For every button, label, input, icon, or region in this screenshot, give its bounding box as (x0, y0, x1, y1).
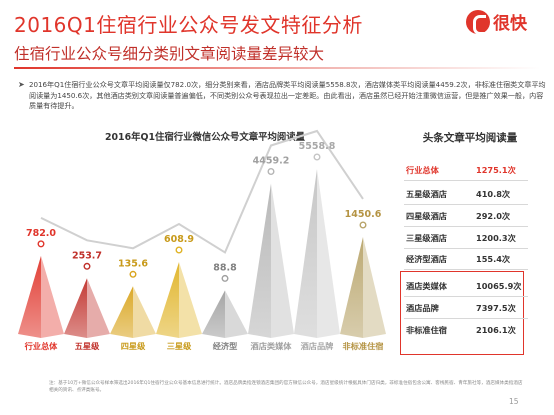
page-number: 15 (509, 397, 519, 406)
category-label: 非标准住宿 (343, 341, 384, 351)
row-divider (404, 248, 528, 249)
row-name: 酒店品牌 (406, 303, 439, 313)
bar-shade-酒店类媒体 (271, 183, 294, 338)
bar-酒店品牌 (294, 168, 317, 338)
bar-经济型 (202, 290, 225, 338)
category-label: 酒店类媒体 (251, 341, 293, 351)
chart-title: 2016年Q1住宿行业微信公众号文章平均阅读量 (105, 132, 305, 143)
brand-logo-icon (466, 9, 490, 35)
value-label: 608.9 (164, 234, 194, 245)
peak-marker (37, 240, 45, 248)
row-divider (404, 318, 528, 319)
footnote: 注：基于10万+微信公众号样本筛选出2016年Q1住宿行业公众号基本信息进行统计… (49, 381, 523, 393)
value-label: 782.0 (26, 228, 56, 239)
bar-shade-经济型 (225, 290, 248, 338)
bar-非标准住宿 (340, 236, 363, 338)
category-label: 五星级 (75, 341, 100, 351)
row-value: 7397.5次 (476, 303, 516, 313)
table-title: 头条文章平均阅读量 (422, 132, 518, 144)
row-value: 10065.9次 (476, 281, 522, 291)
bar-shade-五星级 (87, 278, 110, 338)
peak-marker (267, 167, 275, 175)
value-label: 1450.6 (345, 209, 382, 220)
row-value: 155.4次 (476, 254, 511, 264)
brand-logo: 很快 (466, 9, 527, 35)
row-name: 五星级酒店 (406, 189, 447, 199)
table-row: 三星级酒店 1200.3次 (406, 228, 524, 248)
peak-marker (129, 270, 137, 278)
peak-marker (359, 221, 367, 229)
row-value: 1275.1次 (476, 165, 516, 175)
row-divider (404, 180, 528, 181)
title-divider (14, 67, 540, 69)
table-row: 酒店类媒体 10065.9次 (406, 276, 524, 296)
category-label: 三星级 (167, 341, 192, 351)
table-row: 经济型酒店 155.4次 (406, 249, 524, 269)
bar-shade-酒店品牌 (317, 168, 340, 338)
row-name: 三星级酒店 (406, 233, 447, 243)
bar-shade-四星级 (133, 286, 156, 338)
peak-marker (175, 246, 183, 254)
category-label: 四星级 (121, 341, 146, 351)
bar-行业总体 (18, 255, 41, 338)
table-row: 酒店品牌 7397.5次 (406, 298, 524, 318)
bar-五星级 (64, 278, 87, 338)
row-divider (404, 269, 528, 270)
peak-marker (313, 153, 321, 161)
row-name: 四星级酒店 (406, 211, 447, 221)
summary-text: 2016年Q1住宿行业公众号文章平均阅读量仅782.0次，细分类别来看，酒店品牌… (29, 80, 546, 111)
value-label: 253.7 (72, 250, 102, 261)
table-row: 五星级酒店 410.8次 (406, 184, 524, 204)
row-name: 行业总体 (406, 165, 439, 175)
category-label: 行业总体 (24, 341, 59, 351)
table-row: 非标准住宿 2106.1次 (406, 320, 524, 340)
brand-name: 很快 (493, 14, 527, 34)
summary-paragraph: ➤ 2016年Q1住宿行业公众号文章平均阅读量仅782.0次，细分类别来看，酒店… (18, 80, 546, 112)
row-value: 410.8次 (476, 189, 511, 199)
bar-三星级 (156, 261, 179, 338)
row-name: 经济型酒店 (406, 254, 447, 264)
table-highlight-box (400, 271, 524, 355)
row-value: 1200.3次 (476, 233, 516, 243)
trend-arrow-icon (40, 129, 364, 254)
value-label: 88.8 (213, 262, 237, 273)
arrow-bullet-icon: ➤ (18, 80, 25, 89)
bar-shade-三星级 (179, 261, 202, 338)
bar-酒店类媒体 (248, 183, 271, 338)
row-divider (404, 296, 528, 297)
value-label: 135.6 (118, 258, 148, 269)
peak-marker (221, 274, 229, 282)
category-label: 酒店品牌 (301, 341, 334, 351)
bar-四星级 (110, 286, 133, 338)
slide-subtitle: 住宿行业公众号细分类别文章阅读量差异较大 (14, 45, 325, 63)
slide-title: 2016Q1住宿行业公众号发文特征分析 (14, 13, 363, 37)
chart-area: 2016年Q1住宿行业微信公众号文章平均阅读量 782.0 行业总体 253.7 五星… (14, 128, 396, 358)
table-row: 四星级酒店 292.0次 (406, 206, 524, 226)
row-value: 2106.1次 (476, 325, 516, 335)
peak-marker (83, 262, 91, 270)
category-label: 经济型 (213, 341, 238, 351)
row-divider (404, 204, 528, 205)
row-name: 酒店类媒体 (406, 281, 447, 291)
row-name: 非标准住宿 (406, 325, 447, 335)
row-value: 292.0次 (476, 211, 511, 221)
row-divider (404, 226, 528, 227)
value-label: 4459.2 (253, 155, 290, 166)
table-row: 行业总体 1275.1次 (406, 160, 524, 180)
value-label: 5558.8 (299, 141, 336, 152)
bar-shade-行业总体 (41, 255, 64, 338)
pyramid-bar-chart: 782.0 行业总体 253.7 五星级 135.6 四星级 608.9 三星级 88.8 经济型… (18, 129, 386, 351)
bar-shade-非标准住宿 (363, 236, 386, 338)
